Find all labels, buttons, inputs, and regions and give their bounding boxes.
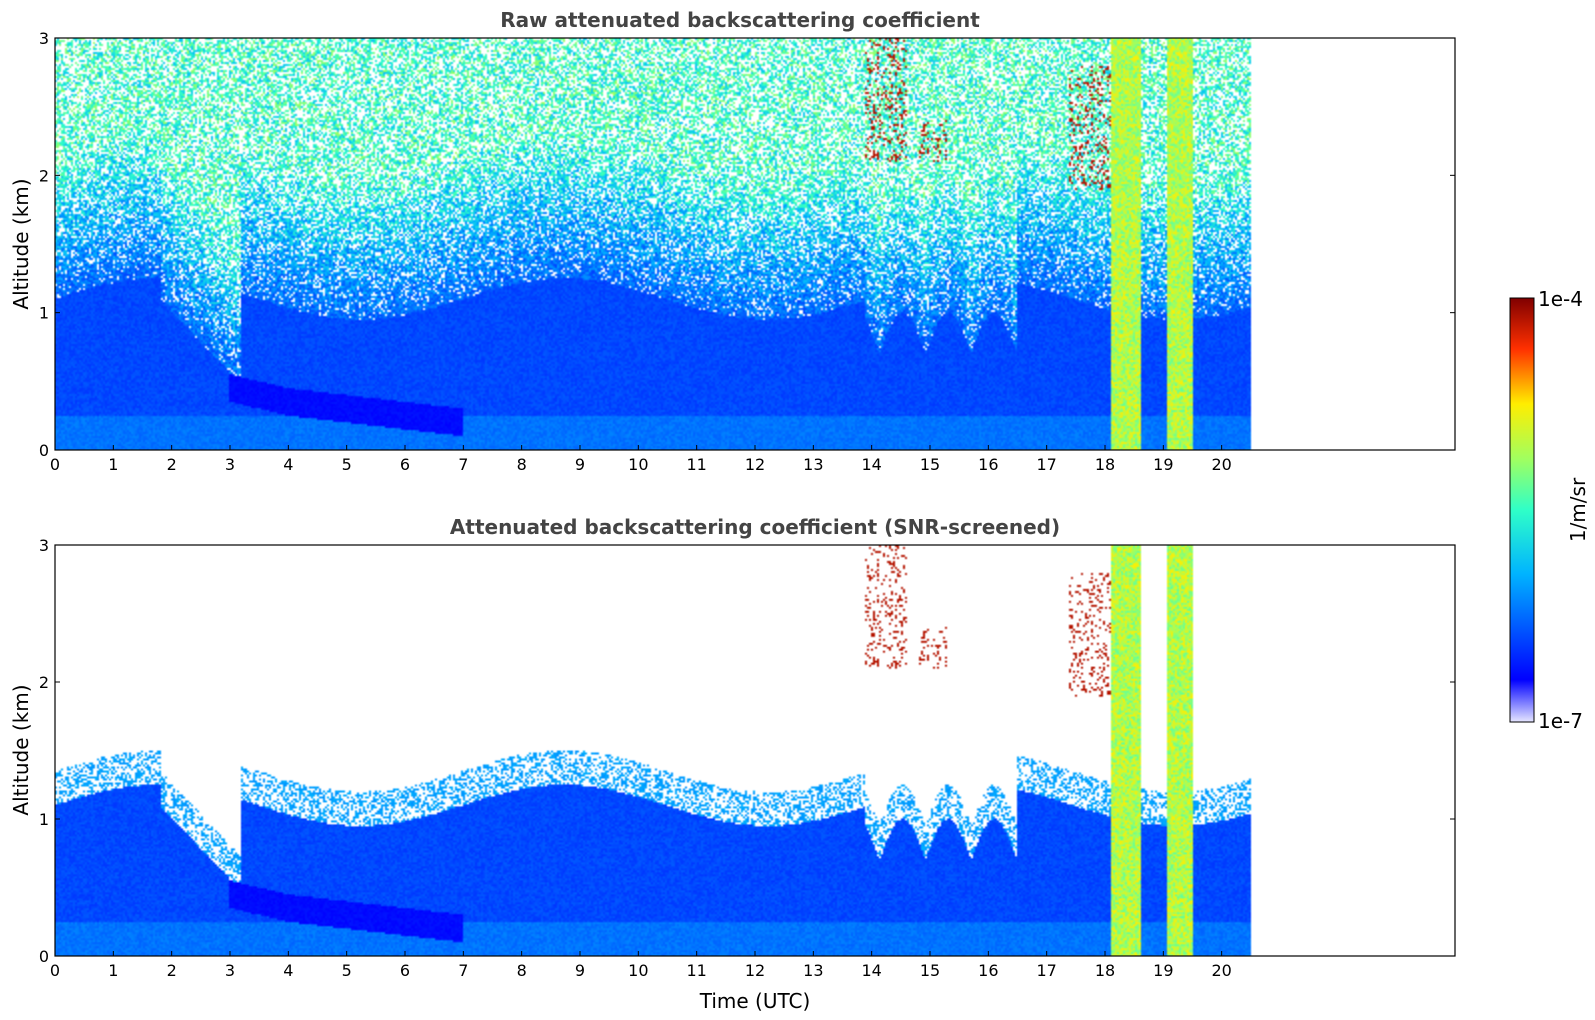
x-tick-label: 10 <box>628 961 648 980</box>
x-tick-label: 20 <box>1211 961 1231 980</box>
x-tick-label: 19 <box>1153 961 1173 980</box>
x-tick-label: 5 <box>342 455 352 474</box>
y-tick-label: 2 <box>39 166 49 185</box>
colorbar-max-label: 1e-4 <box>1538 287 1583 311</box>
x-tick-label: 9 <box>575 455 585 474</box>
x-tick-label: 3 <box>225 455 235 474</box>
x-tick-label: 7 <box>458 961 468 980</box>
screened-backscatter-panel: Attenuated backscattering coefficient (S… <box>9 515 1456 1013</box>
x-tick-label: 11 <box>686 961 706 980</box>
y-tick-label: 1 <box>39 304 49 323</box>
x-tick-label: 0 <box>50 455 60 474</box>
x-tick-label: 5 <box>342 961 352 980</box>
x-tick-label: 12 <box>745 455 765 474</box>
colorbar-unit-label: 1/m/sr <box>1566 477 1590 542</box>
panel1-x-ticks: 0 1 2 3 4 5 6 7 8 9 10 11 12 13 14 15 16 17 18 19 20 <box>50 445 1232 474</box>
x-tick-label: 13 <box>803 961 823 980</box>
colorbar-gradient <box>1509 297 1535 723</box>
x-axis-label: Time (UTC) <box>699 989 811 1013</box>
y-tick-label: 0 <box>39 947 49 966</box>
x-tick-label: 6 <box>400 455 410 474</box>
x-tick-label: 4 <box>283 961 293 980</box>
y-tick-label: 0 <box>39 441 49 460</box>
x-tick-label: 9 <box>575 961 585 980</box>
x-tick-label: 0 <box>50 961 60 980</box>
x-tick-label: 2 <box>167 961 177 980</box>
colorbar: 1e-4 1e-7 1/m/sr <box>1509 287 1590 733</box>
y-tick-label: 3 <box>39 536 49 555</box>
x-tick-label: 20 <box>1211 455 1231 474</box>
x-tick-label: 16 <box>978 455 998 474</box>
x-tick-label: 8 <box>517 961 527 980</box>
y-tick-label: 3 <box>39 29 49 48</box>
x-tick-label: 1 <box>108 455 118 474</box>
x-tick-label: 14 <box>861 961 881 980</box>
x-tick-label: 17 <box>1036 961 1056 980</box>
x-tick-label: 16 <box>978 961 998 980</box>
x-tick-label: 18 <box>1095 961 1115 980</box>
x-tick-label: 17 <box>1036 455 1056 474</box>
panel2-x-ticks: 0 1 2 3 4 5 6 7 8 9 10 11 12 13 14 15 16 17 18 19 20 <box>50 951 1232 980</box>
y-tick-label: 1 <box>39 810 49 829</box>
x-tick-label: 14 <box>861 455 881 474</box>
x-tick-label: 19 <box>1153 455 1173 474</box>
x-tick-label: 3 <box>225 961 235 980</box>
panel1-y-axis-label: Altitude (km) <box>9 178 33 309</box>
x-tick-label: 10 <box>628 455 648 474</box>
panel2-title: Attenuated backscattering coefficient (S… <box>450 515 1060 539</box>
panel1-heatmap <box>55 38 1455 450</box>
x-tick-label: 7 <box>458 455 468 474</box>
panel2-heatmap <box>55 545 1455 956</box>
x-tick-label: 15 <box>920 455 940 474</box>
colorbar-min-label: 1e-7 <box>1538 709 1583 733</box>
x-tick-label: 13 <box>803 455 823 474</box>
panel2-y-ticks: 0 1 2 3 <box>39 536 1455 966</box>
x-tick-label: 2 <box>167 455 177 474</box>
raw-backscatter-panel: Raw attenuated backscattering coefficien… <box>9 8 1456 474</box>
x-tick-label: 12 <box>745 961 765 980</box>
x-tick-label: 15 <box>920 961 940 980</box>
panel1-title: Raw attenuated backscattering coefficien… <box>500 8 980 32</box>
x-tick-label: 18 <box>1095 455 1115 474</box>
x-tick-label: 8 <box>517 455 527 474</box>
x-tick-label: 11 <box>686 455 706 474</box>
x-tick-label: 6 <box>400 961 410 980</box>
y-tick-label: 2 <box>39 673 49 692</box>
panel2-y-axis-label: Altitude (km) <box>9 684 33 815</box>
panel1-y-ticks: 0 1 2 3 <box>39 29 1455 460</box>
x-tick-label: 1 <box>108 961 118 980</box>
x-tick-label: 4 <box>283 455 293 474</box>
